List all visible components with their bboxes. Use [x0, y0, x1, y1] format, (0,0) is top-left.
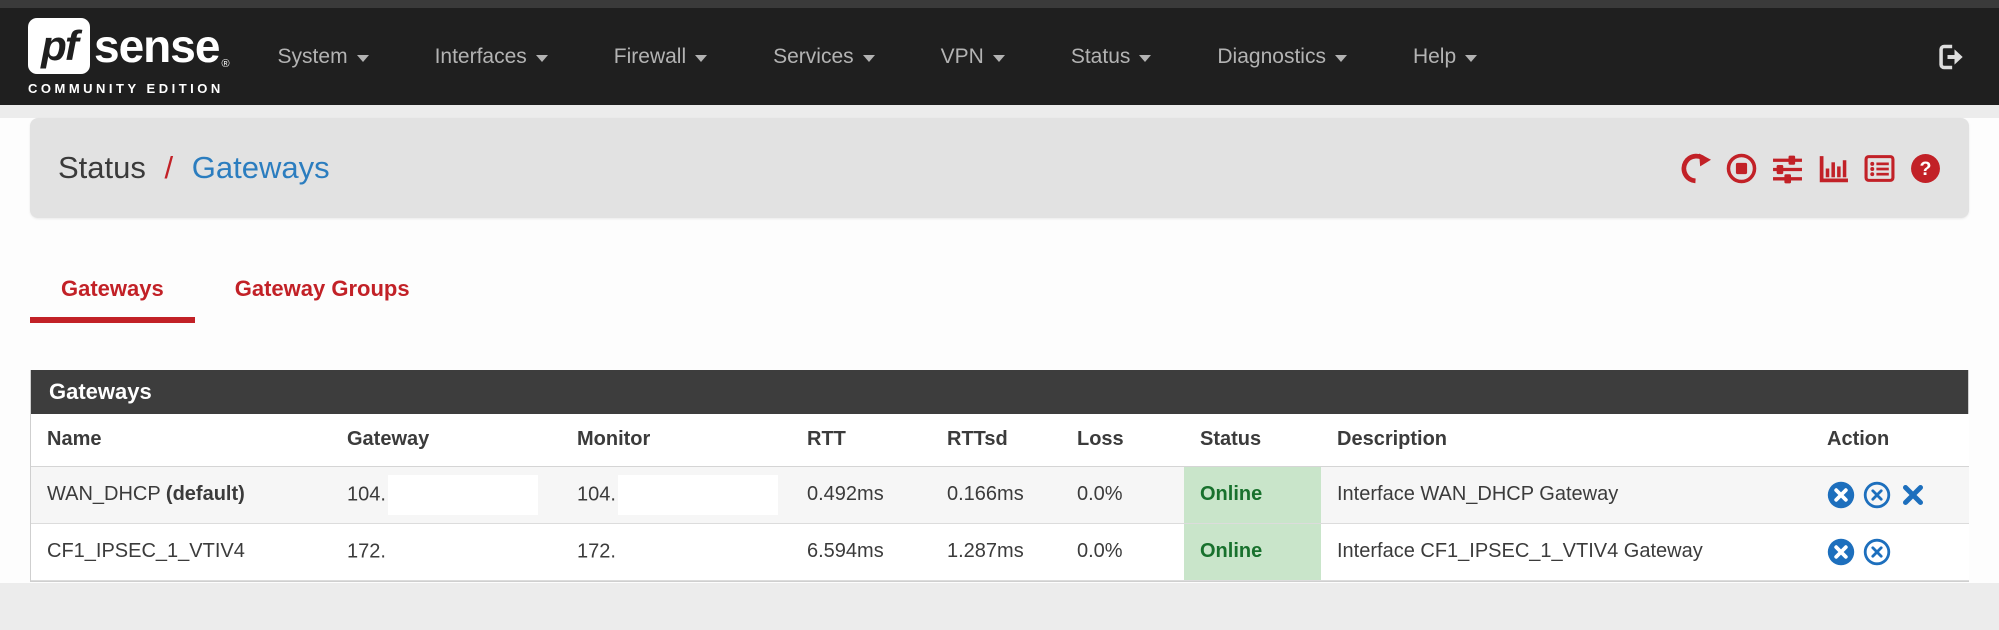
table-row: WAN_DHCP (default) 104. 104. 0.492ms 0.1… — [31, 466, 1969, 524]
nav-item-services[interactable]: Services — [773, 45, 875, 69]
content-area: Status / Gateways — [0, 118, 1999, 583]
table-row: CF1_IPSEC_1_VTIV4 172. 172. 6.594ms 1.28… — [31, 523, 1969, 581]
caret-down-icon — [1465, 54, 1478, 62]
redaction-box — [387, 474, 538, 515]
tab-gateways[interactable]: Gateways — [30, 276, 195, 323]
caret-down-icon — [1334, 54, 1347, 62]
list-icon[interactable] — [1864, 153, 1895, 184]
monitor-address-cell: 172. — [561, 523, 791, 581]
main-navbar: pf sense ® COMMUNITY EDITION System Inte… — [0, 8, 1999, 105]
caret-down-icon — [535, 54, 548, 62]
action-cell — [1811, 523, 1969, 581]
default-badge: (default) — [165, 483, 245, 505]
nav-item-vpn[interactable]: VPN — [941, 45, 1005, 69]
times-circle-outline-icon[interactable] — [1863, 481, 1891, 509]
pfsense-logo[interactable]: pf sense ® COMMUNITY EDITION — [28, 17, 230, 96]
description-cell: Interface WAN_DHCP Gateway — [1321, 466, 1811, 524]
panel-title: Gateways — [49, 379, 152, 404]
nav-item-interfaces[interactable]: Interfaces — [435, 45, 548, 69]
gateway-name-cell: WAN_DHCP (default) — [31, 466, 331, 524]
col-gateway: Gateway — [331, 414, 561, 467]
gateways-table: Name Gateway Monitor RTT RTTsd Loss Stat… — [31, 414, 1969, 581]
redaction-box — [617, 531, 778, 572]
loss-cell: 0.0% — [1061, 523, 1184, 581]
svg-text:?: ? — [1920, 158, 1932, 180]
refresh-icon[interactable] — [1680, 153, 1711, 184]
gateway-name-cell: CF1_IPSEC_1_VTIV4 — [31, 523, 331, 581]
description-cell: Interface CF1_IPSEC_1_VTIV4 Gateway — [1321, 523, 1811, 581]
col-name: Name — [31, 414, 331, 467]
caret-down-icon — [695, 54, 708, 62]
tab-gateway-groups[interactable]: Gateway Groups — [234, 276, 410, 301]
caret-down-icon — [992, 54, 1005, 62]
monitor-address-cell: 104. — [561, 466, 791, 524]
page-header-icons: ? — [1680, 153, 1941, 184]
nav-item-firewall[interactable]: Firewall — [614, 45, 708, 69]
gateway-address-cell: 104. — [331, 466, 561, 524]
action-cell — [1811, 466, 1969, 524]
nav-item-status[interactable]: Status — [1071, 45, 1152, 69]
sliders-icon[interactable] — [1772, 153, 1803, 184]
col-monitor: Monitor — [561, 414, 791, 467]
sign-out-icon[interactable] — [1937, 43, 1965, 71]
col-rtt: RTT — [791, 414, 931, 467]
redaction-box — [387, 531, 538, 572]
status-badge: Online — [1184, 466, 1321, 524]
chart-bar-icon[interactable] — [1818, 153, 1849, 184]
breadcrumb-bar: Status / Gateways — [30, 118, 1969, 218]
panel-header: Gateways — [31, 370, 1968, 414]
col-rttsd: RTTsd — [931, 414, 1061, 467]
window-top-strip — [0, 0, 1999, 8]
times-icon[interactable] — [1899, 481, 1927, 509]
table-header-row: Name Gateway Monitor RTT RTTsd Loss Stat… — [31, 414, 1969, 467]
status-badge: Online — [1184, 523, 1321, 581]
times-circle-solid-icon[interactable] — [1827, 538, 1855, 566]
col-loss: Loss — [1061, 414, 1184, 467]
rttsd-cell: 0.166ms — [931, 466, 1061, 524]
col-action: Action — [1811, 414, 1969, 467]
nav-item-diagnostics[interactable]: Diagnostics — [1217, 45, 1347, 69]
breadcrumb-section: Status — [58, 150, 146, 185]
gateway-address-cell: 172. — [331, 523, 561, 581]
redaction-box — [617, 474, 778, 515]
times-circle-outline-icon[interactable] — [1863, 538, 1891, 566]
sense-logo-text: sense — [94, 19, 220, 72]
col-status: Status — [1184, 414, 1321, 467]
loss-cell: 0.0% — [1061, 466, 1184, 524]
times-circle-solid-icon[interactable] — [1827, 481, 1855, 509]
navbar-menu: System Interfaces Firewall Services VPN … — [278, 45, 1478, 69]
col-description: Description — [1321, 414, 1811, 467]
caret-down-icon — [356, 54, 369, 62]
nav-item-system[interactable]: System — [278, 45, 369, 69]
pf-logo-box: pf — [28, 17, 90, 74]
registered-mark: ® — [221, 57, 230, 70]
stop-circle-icon[interactable] — [1726, 153, 1757, 184]
rtt-cell: 6.594ms — [791, 523, 931, 581]
gateways-panel: Gateways Name Gateway Monitor RTT RTTsd … — [30, 370, 1969, 582]
rtt-cell: 0.492ms — [791, 466, 931, 524]
pf-logo-text: pf — [41, 21, 79, 69]
breadcrumb-separator: / — [164, 150, 174, 185]
help-icon[interactable]: ? — [1910, 153, 1941, 184]
caret-down-icon — [1139, 54, 1152, 62]
rttsd-cell: 1.287ms — [931, 523, 1061, 581]
breadcrumb: Status / Gateways — [58, 150, 330, 186]
community-edition-label: COMMUNITY EDITION — [28, 80, 224, 96]
tab-bar: Gateways Gateway Groups — [30, 276, 1999, 323]
nav-item-help[interactable]: Help — [1413, 45, 1478, 69]
caret-down-icon — [862, 54, 875, 62]
breadcrumb-page-link[interactable]: Gateways — [191, 150, 330, 185]
